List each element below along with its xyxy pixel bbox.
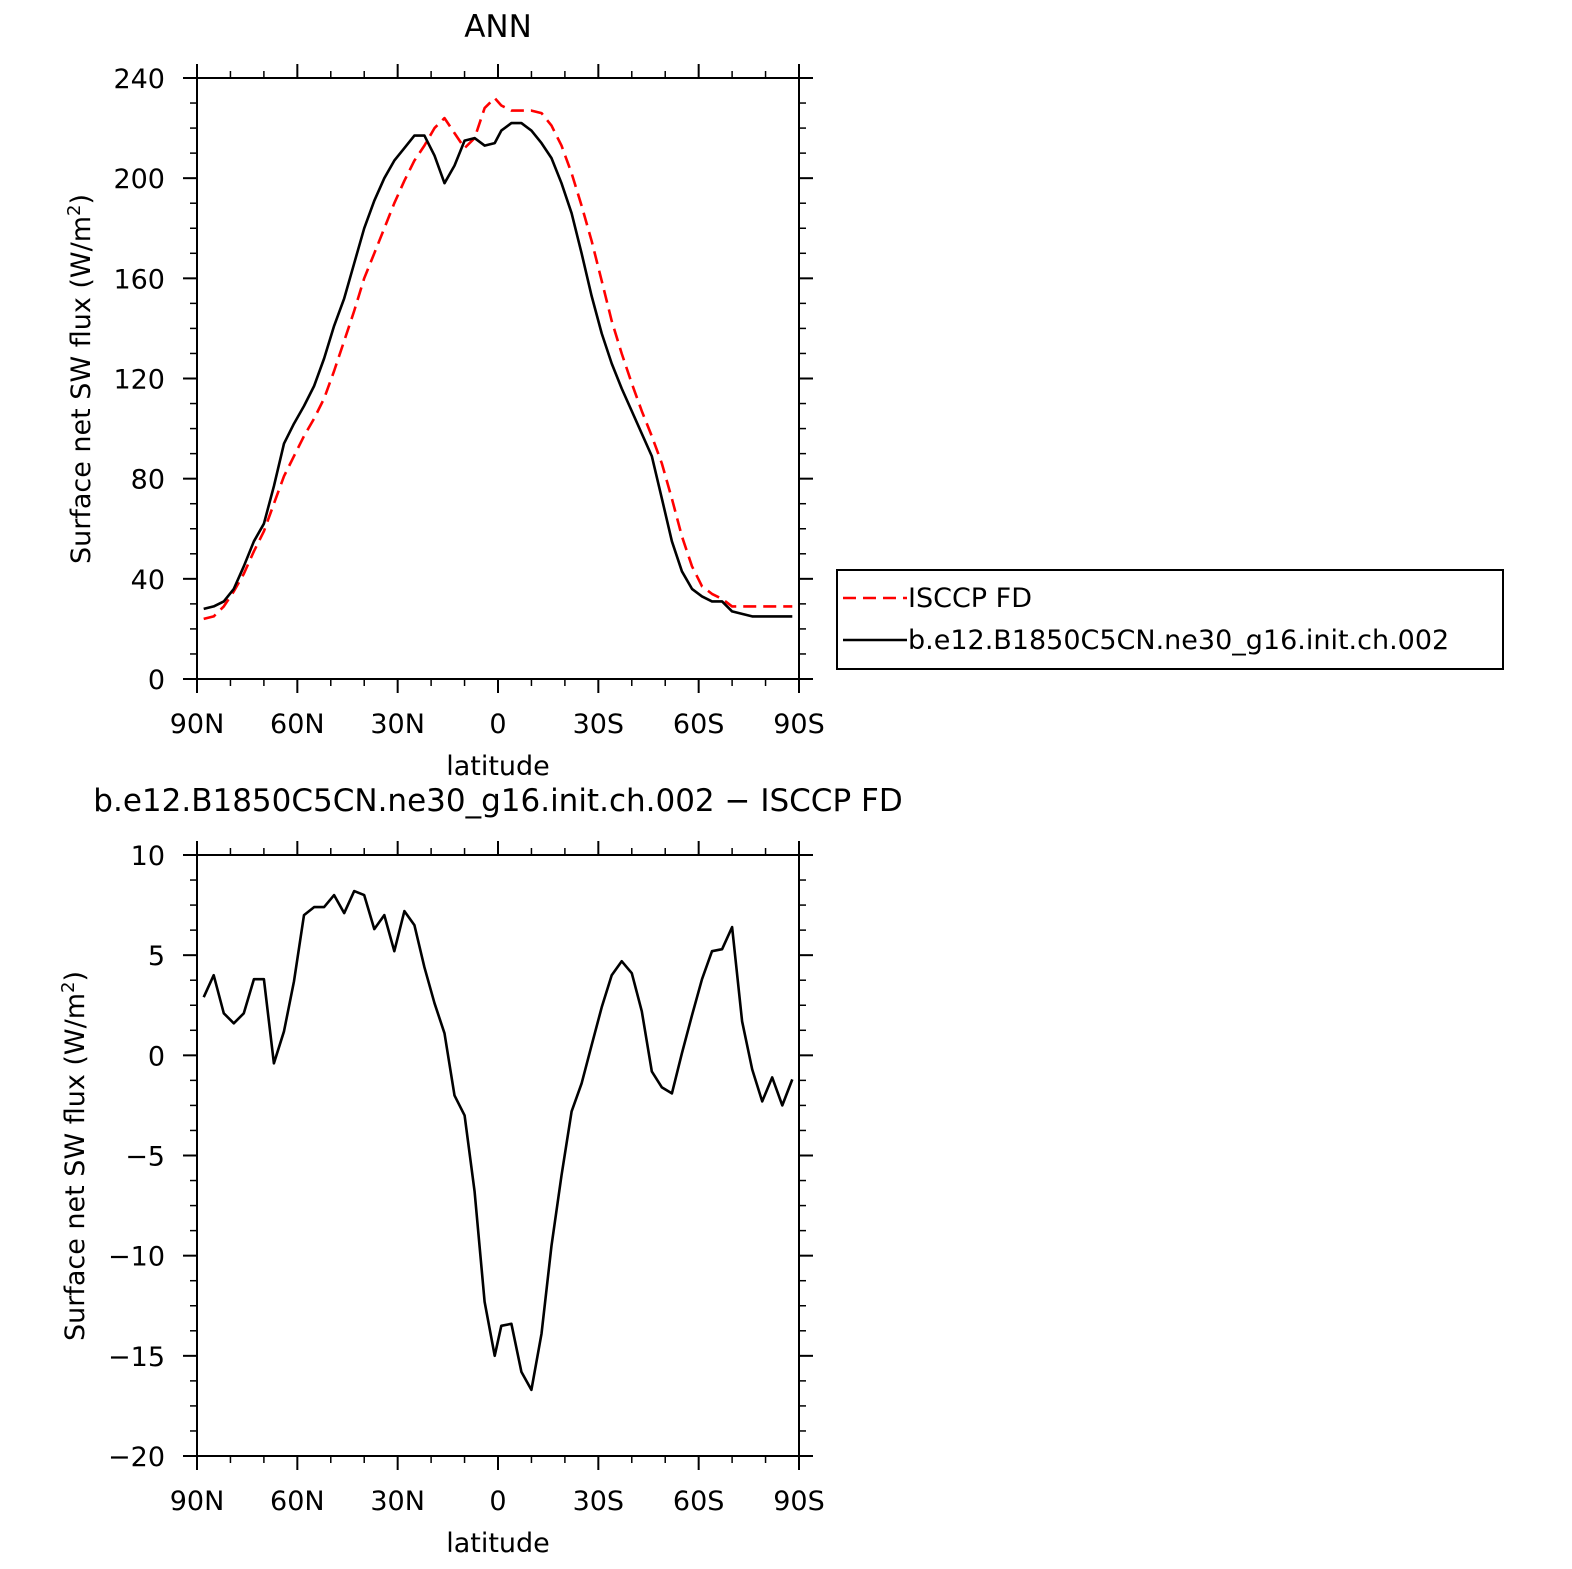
x-tick-label: 60S (673, 709, 725, 740)
top-ticks (183, 64, 813, 693)
x-tick-label: 0 (489, 709, 506, 740)
x-tick-label: 30S (573, 1486, 625, 1517)
top-y-axis-label: Surface net SW flux (W/m2) (64, 194, 97, 564)
legend-label-model: b.e12.B1850C5CN.ne30_g16.init.ch.002 (908, 625, 1449, 656)
y-tick-label: 10 (131, 841, 165, 872)
top-series-line-2 (203, 121, 793, 618)
x-tick-label: 30S (573, 709, 625, 740)
y-tick-label: 160 (113, 264, 165, 295)
top-x-axis-label: latitude (446, 751, 550, 782)
bottom-ticks (183, 841, 813, 1470)
bottom-series-lines (202, 889, 794, 1392)
top-tick-labels: 90N 60N 30N 0 30S 60S 90S 0 40 80 120 160 200 240 (113, 64, 824, 740)
x-tick-label: 90S (773, 1486, 825, 1517)
y-tick-label: 0 (148, 1041, 165, 1072)
y-tick-label: −15 (108, 1342, 165, 1373)
x-tick-label: 90N (170, 709, 225, 740)
y-tick-label: 200 (113, 164, 165, 195)
top-series-line-1 (203, 96, 793, 621)
top-series-lines (203, 96, 793, 621)
y-tick-label: 80 (131, 465, 165, 496)
bottom-tick-labels: 90N 60N 30N 0 30S 60S 90S −20 −15 −10 −5 0 5 10 (108, 841, 825, 1517)
legend: ISCCP FD b.e12.B1850C5CN.ne30_g16.init.c… (836, 569, 1504, 670)
y-tick-label: 40 (131, 565, 165, 596)
x-tick-label: 90S (773, 709, 825, 740)
legend-box (836, 569, 1504, 670)
y-tick-label: 120 (113, 365, 165, 396)
x-tick-label: 30N (370, 1486, 425, 1517)
y-tick-label: −5 (125, 1142, 165, 1173)
x-tick-label: 60N (270, 709, 325, 740)
legend-label-isccp-fd: ISCCP FD (908, 583, 1032, 614)
x-tick-label: 0 (489, 1486, 506, 1517)
x-tick-label: 90N (170, 1486, 225, 1517)
bottom-x-axis-label: latitude (446, 1528, 550, 1559)
bottom-y-axis-label: Surface net SW flux (W/m2) (58, 971, 91, 1341)
bottom-chart-title: b.e12.B1850C5CN.ne30_g16.init.ch.002 − I… (93, 783, 902, 819)
y-tick-label: −20 (108, 1442, 165, 1473)
top-panel: ANN 90N 60N 30N 0 30S 60S 90S 0 40 80 120 160 200 240… (64, 9, 825, 782)
top-chart-title: ANN (464, 9, 532, 45)
y-tick-label: −10 (108, 1242, 165, 1273)
y-tick-label: 0 (148, 665, 165, 696)
x-tick-label: 30N (370, 709, 425, 740)
top-plot-frame (196, 77, 800, 680)
y-tick-label: 240 (113, 64, 165, 95)
x-tick-label: 60S (673, 1486, 725, 1517)
bottom-series-line-1 (202, 889, 794, 1392)
bottom-panel: b.e12.B1850C5CN.ne30_g16.init.ch.002 − I… (58, 783, 903, 1559)
y-tick-label: 5 (148, 941, 165, 972)
bottom-plot-frame (196, 854, 800, 1457)
x-tick-label: 60N (270, 1486, 325, 1517)
